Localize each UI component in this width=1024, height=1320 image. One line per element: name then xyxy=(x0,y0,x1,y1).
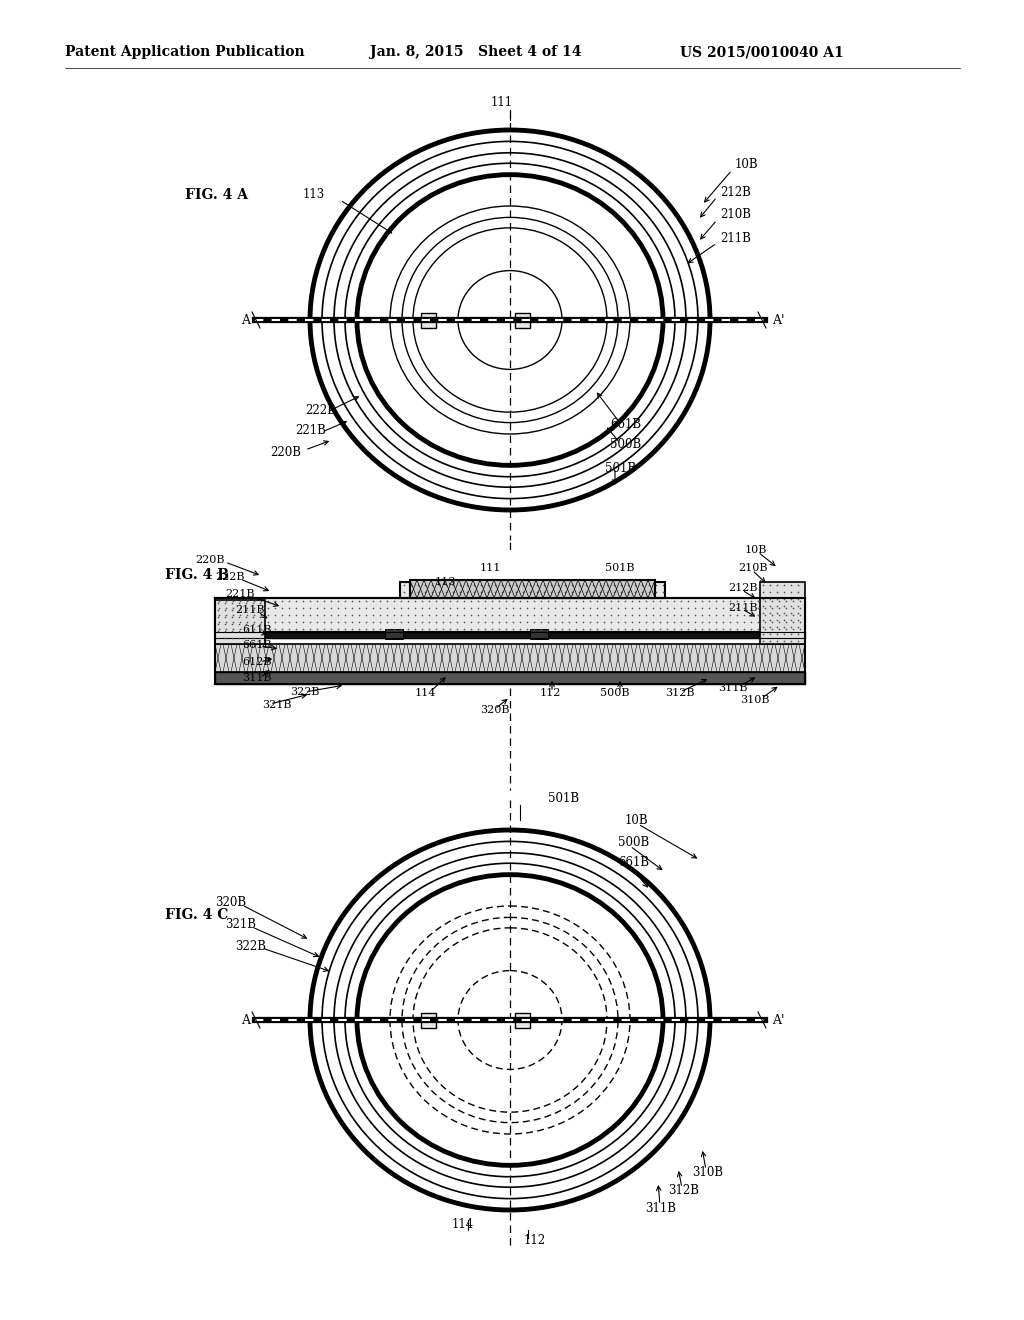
Text: 322B: 322B xyxy=(234,940,266,953)
Bar xyxy=(215,644,805,672)
Text: 611B: 611B xyxy=(242,624,271,635)
Text: 211B: 211B xyxy=(720,231,751,244)
Text: 113: 113 xyxy=(303,189,325,202)
Text: 500B: 500B xyxy=(610,438,641,451)
Text: A: A xyxy=(241,1014,250,1027)
Text: 311B: 311B xyxy=(718,682,748,693)
Text: 111: 111 xyxy=(490,95,513,108)
Text: 320B: 320B xyxy=(480,705,510,715)
Text: 221B: 221B xyxy=(225,589,255,599)
Text: US 2015/0010040 A1: US 2015/0010040 A1 xyxy=(680,45,844,59)
Text: Jan. 8, 2015   Sheet 4 of 14: Jan. 8, 2015 Sheet 4 of 14 xyxy=(370,45,582,59)
Text: A': A' xyxy=(772,1014,784,1027)
Text: 312B: 312B xyxy=(665,688,694,698)
Bar xyxy=(421,1012,435,1027)
Text: 321B: 321B xyxy=(225,919,256,932)
Text: 212B: 212B xyxy=(720,186,751,198)
Text: 661B: 661B xyxy=(242,640,271,649)
Text: 114: 114 xyxy=(415,688,436,698)
Bar xyxy=(530,630,548,639)
Text: 10B: 10B xyxy=(745,545,767,554)
Text: 322B: 322B xyxy=(290,686,319,697)
Text: 501B: 501B xyxy=(548,792,580,804)
Bar xyxy=(514,1012,529,1027)
Text: 310B: 310B xyxy=(740,696,769,705)
Bar xyxy=(760,582,805,644)
Bar xyxy=(215,601,265,644)
Text: 220B: 220B xyxy=(195,554,224,565)
Text: 210B: 210B xyxy=(720,209,751,222)
Text: Patent Application Publication: Patent Application Publication xyxy=(65,45,304,59)
Text: 311B: 311B xyxy=(242,673,271,682)
Text: 211B: 211B xyxy=(234,605,264,615)
Text: 112: 112 xyxy=(524,1233,546,1246)
Text: 112: 112 xyxy=(540,688,561,698)
Text: 612B: 612B xyxy=(242,657,271,667)
Text: 221B: 221B xyxy=(295,424,326,437)
Text: A': A' xyxy=(772,314,784,326)
Text: 212B: 212B xyxy=(728,583,758,593)
Bar xyxy=(215,672,805,684)
Text: 312B: 312B xyxy=(668,1184,699,1196)
Bar xyxy=(385,630,403,639)
Text: 111: 111 xyxy=(480,564,502,573)
Text: 222B: 222B xyxy=(215,572,245,582)
Text: FIG. 4 C: FIG. 4 C xyxy=(165,908,228,921)
Text: 320B: 320B xyxy=(215,895,246,908)
Text: FIG. 4 A: FIG. 4 A xyxy=(185,187,248,202)
Text: 210B: 210B xyxy=(738,564,768,573)
Text: 220B: 220B xyxy=(270,446,301,458)
Bar xyxy=(410,579,655,598)
Text: 661B: 661B xyxy=(610,418,641,432)
Text: A: A xyxy=(241,314,250,326)
Text: 222B: 222B xyxy=(305,404,336,417)
Text: 10B: 10B xyxy=(735,158,759,172)
Text: 211B: 211B xyxy=(728,603,758,612)
Text: 501B: 501B xyxy=(605,462,636,474)
Text: 311B: 311B xyxy=(645,1201,676,1214)
Bar xyxy=(421,313,435,327)
Text: 113: 113 xyxy=(435,577,457,587)
Text: 10B: 10B xyxy=(625,813,648,826)
Bar xyxy=(215,598,805,632)
Text: FIG. 4 B: FIG. 4 B xyxy=(165,568,229,582)
Text: 500B: 500B xyxy=(618,836,649,849)
Bar xyxy=(514,313,529,327)
Text: 501B: 501B xyxy=(605,564,635,573)
Text: 114: 114 xyxy=(452,1218,474,1232)
Text: 661B: 661B xyxy=(618,855,649,869)
Text: 310B: 310B xyxy=(692,1166,723,1179)
Text: 321B: 321B xyxy=(262,700,292,710)
Text: 500B: 500B xyxy=(600,688,630,698)
Bar xyxy=(400,582,665,598)
